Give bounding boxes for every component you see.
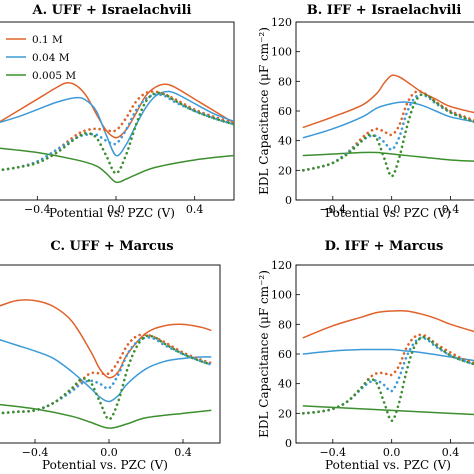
y-tick-label: 100 bbox=[271, 289, 292, 302]
series-line-solid-2 bbox=[0, 147, 234, 184]
panel-d-x-ticks: −0.4 0.0 0.4 bbox=[319, 439, 459, 459]
panel-c-x-axis-label: Potential vs. PZC (V) bbox=[42, 458, 168, 472]
x-tick-label: 0.0 bbox=[100, 446, 118, 459]
panel-a-title: A. UFF + Israelachvili bbox=[32, 3, 192, 18]
series-line-dotted-3 bbox=[0, 90, 234, 172]
x-tick-label: −0.4 bbox=[319, 446, 346, 459]
y-tick-label: 100 bbox=[271, 46, 292, 59]
series-line-solid-0 bbox=[0, 82, 234, 139]
series-line-solid-1 bbox=[0, 339, 212, 403]
y-tick-label: 20 bbox=[278, 407, 292, 420]
series-line-dotted-5 bbox=[302, 335, 474, 423]
series-line-dotted-5 bbox=[0, 334, 213, 421]
panel-a-plot bbox=[0, 82, 234, 184]
legend-label-0-04-m: 0.04 M bbox=[32, 52, 70, 64]
y-tick-label: 0 bbox=[285, 194, 292, 207]
panel-c-x-ticks: −0.4 0.0 0.4 bbox=[22, 439, 192, 459]
series-line-solid-2 bbox=[302, 405, 474, 416]
x-tick-label: −0.4 bbox=[24, 203, 51, 216]
series-line-solid-2 bbox=[302, 151, 474, 162]
x-tick-label: 0.4 bbox=[442, 446, 460, 459]
panel-a-x-axis-label: Potential vs. PZC (V) bbox=[49, 206, 175, 220]
panel-b-plot bbox=[302, 74, 474, 178]
y-tick-label: 60 bbox=[278, 105, 292, 118]
panel-d-y-ticks: 0 20 40 60 80 100 120 bbox=[271, 259, 300, 450]
y-tick-label: 40 bbox=[278, 135, 292, 148]
legend-label-0-1-m: 0.1 M bbox=[32, 34, 63, 46]
panel-b-x-ticks: −0.4 0.0 0.4 bbox=[319, 196, 459, 216]
panel-d-x-axis-label: Potential vs. PZC (V) bbox=[325, 458, 451, 472]
series-line-solid-0 bbox=[302, 309, 474, 339]
panel-b-y-axis-label: EDL Capacitance (μF cm⁻²) bbox=[257, 27, 271, 195]
panel-d-title: D. IFF + Marcus bbox=[325, 239, 444, 254]
y-tick-label: 20 bbox=[278, 164, 292, 177]
x-tick-label: 0.0 bbox=[383, 446, 401, 459]
x-tick-label: −0.4 bbox=[22, 446, 49, 459]
series-line-solid-1 bbox=[0, 90, 234, 157]
x-tick-label: 0.0 bbox=[383, 203, 401, 216]
y-tick-label: 80 bbox=[278, 318, 292, 331]
x-tick-label: 0.4 bbox=[186, 203, 204, 216]
panel-d-plot bbox=[302, 309, 474, 423]
panel-d-y-axis-label: EDL Capacitance (μF cm⁻²) bbox=[257, 270, 271, 438]
series-line-solid-2 bbox=[0, 403, 212, 429]
series-line-dotted-3 bbox=[302, 333, 474, 415]
panel-b: B. IFF + Israelachvili −0.4 0.0 0.4 0 20 40 6… bbox=[257, 3, 474, 220]
series-line-dotted-5 bbox=[0, 91, 234, 175]
y-tick-label: 80 bbox=[278, 75, 292, 88]
series-line-solid-0 bbox=[302, 74, 474, 129]
y-tick-label: 0 bbox=[285, 437, 292, 450]
panel-c: C. UFF + Marcus −0.4 0.0 0.4 Potential vs.… bbox=[0, 239, 221, 472]
x-tick-label: 0.4 bbox=[174, 446, 192, 459]
panel-a: A. UFF + Israelachvili −0.4 0.0 0.4 Potent… bbox=[0, 3, 235, 220]
panel-c-plot bbox=[0, 299, 213, 429]
legend: 0.1 M 0.04 M 0.005 M bbox=[6, 34, 76, 82]
x-tick-label: 0.4 bbox=[442, 203, 460, 216]
y-tick-label: 120 bbox=[271, 259, 292, 272]
legend-label-0-005-m: 0.005 M bbox=[32, 70, 76, 82]
y-tick-label: 120 bbox=[271, 16, 292, 29]
series-line-dotted-4 bbox=[302, 93, 474, 172]
x-tick-label: −0.4 bbox=[319, 203, 346, 216]
panel-a-x-ticks: −0.4 0.0 0.4 bbox=[24, 196, 203, 216]
panel-d: D. IFF + Marcus −0.4 0.0 0.4 0 20 40 60 80 100 1… bbox=[257, 239, 474, 472]
series-line-solid-1 bbox=[302, 101, 474, 139]
x-tick-label: 0.0 bbox=[107, 203, 125, 216]
panel-b-x-axis-label: Potential vs. PZC (V) bbox=[325, 206, 451, 220]
panel-b-title: B. IFF + Israelachvili bbox=[307, 3, 462, 18]
y-tick-label: 40 bbox=[278, 378, 292, 391]
series-line-solid-0 bbox=[0, 299, 212, 379]
series-line-dotted-5 bbox=[302, 92, 474, 178]
series-line-solid-1 bbox=[302, 348, 474, 362]
panel-b-y-ticks: 0 20 40 60 80 100 120 bbox=[271, 16, 300, 207]
series-line-dotted-3 bbox=[0, 333, 213, 415]
y-tick-label: 60 bbox=[278, 348, 292, 361]
series-line-dotted-4 bbox=[0, 93, 234, 172]
panel-c-title: C. UFF + Marcus bbox=[50, 239, 173, 254]
